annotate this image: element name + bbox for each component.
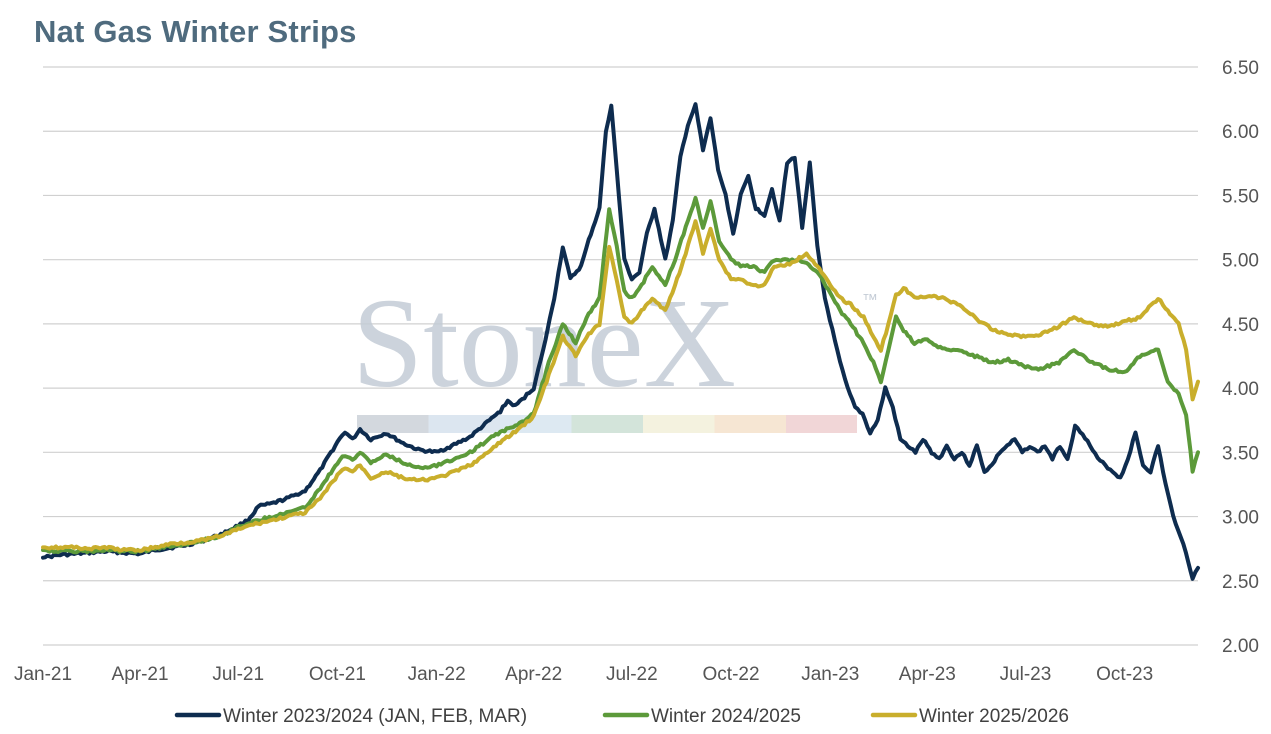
legend: Winter 2023/2024 (JAN, FEB, MAR) Winter 2…: [174, 706, 1069, 727]
watermark-color-band-3: [500, 415, 572, 433]
x-tick-label: Apr-23: [899, 664, 956, 685]
legend-label-2: Winter 2024/2025: [651, 706, 801, 727]
watermark-color-band-7: [786, 415, 857, 433]
series-line-3: [41, 219, 1200, 553]
x-tick-label: Jul-22: [606, 664, 658, 685]
x-tick-label: Jan-22: [408, 664, 466, 685]
watermark-color-band-4: [571, 415, 643, 433]
y-axis-ticks: 2.00 2.50 3.00 3.50 4.00 4.50 5.00 5.50 6.00 6.50: [1222, 58, 1259, 657]
chart-title: Nat Gas Winter Strips: [34, 14, 357, 49]
x-tick-label: Jul-21: [212, 664, 264, 685]
x-axis-ticks: Jan-21 Apr-21 Jul-21 Oct-21 Jan-22 Apr-22 Jul-…: [14, 664, 1153, 685]
x-tick-label: Jan-23: [801, 664, 859, 685]
x-tick-label: Apr-22: [505, 664, 562, 685]
watermark-color-band-6: [714, 415, 786, 433]
x-tick-label: Oct-23: [1096, 664, 1153, 685]
x-tick-label: Oct-21: [309, 664, 366, 685]
watermark-trademark: ™: [862, 292, 878, 309]
watermark-color-band-5: [643, 415, 715, 433]
legend-label-1: Winter 2023/2024 (JAN, FEB, MAR): [223, 706, 527, 727]
y-tick-label: 3.00: [1222, 508, 1259, 529]
y-tick-label: 6.50: [1222, 58, 1259, 79]
y-tick-label: 2.00: [1222, 636, 1259, 657]
x-tick-label: Jan-21: [14, 664, 72, 685]
gridlines: [43, 66, 1198, 646]
x-tick-label: Apr-21: [112, 664, 169, 685]
y-tick-label: 5.50: [1222, 186, 1259, 207]
y-tick-label: 4.50: [1222, 315, 1259, 336]
watermark-color-band-1: [357, 415, 429, 433]
x-tick-label: Oct-22: [703, 664, 760, 685]
watermark: StoneX ™: [352, 272, 878, 433]
y-tick-label: 4.00: [1222, 379, 1259, 400]
y-tick-label: 6.00: [1222, 122, 1259, 143]
x-tick-label: Jul-23: [1000, 664, 1052, 685]
y-tick-label: 2.50: [1222, 572, 1259, 593]
series-lines: [41, 102, 1200, 581]
y-tick-label: 3.50: [1222, 443, 1259, 464]
legend-label-3: Winter 2025/2026: [919, 706, 1069, 727]
y-tick-label: 5.00: [1222, 251, 1259, 272]
